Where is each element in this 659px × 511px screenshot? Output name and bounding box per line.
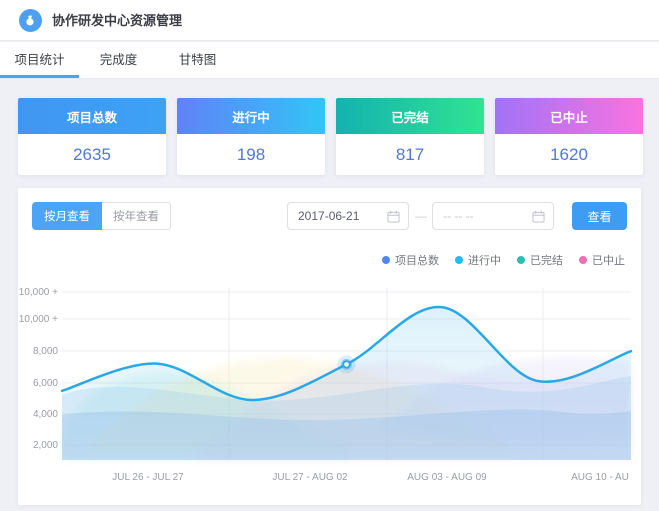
- stat-card-total: 项目总数 2635: [18, 98, 166, 175]
- stat-card-aborted-value: 1620: [550, 144, 588, 164]
- y-axis-tick: 2,000: [32, 440, 58, 451]
- stat-card-finished-header: 已完结: [336, 98, 484, 134]
- y-axis-tick: 4,000: [32, 409, 58, 420]
- stat-card-inprogress-value: 198: [236, 144, 266, 164]
- stat-card-inprogress: 进行中 198: [177, 98, 325, 175]
- view-button[interactable]: 查看: [572, 202, 627, 230]
- x-axis-tick: AUG 03 - AUG 09: [407, 472, 487, 483]
- stat-card-total-value: 2635: [73, 144, 111, 164]
- stat-card-finished-value: 817: [395, 144, 425, 164]
- highlighted-data-point[interactable]: [337, 355, 356, 374]
- stat-card-aborted: 已中止 1620: [495, 98, 643, 175]
- flask-icon: [26, 15, 34, 26]
- page-title: 协作研发中心资源管理: [52, 13, 183, 28]
- y-axis-tick: 8,000: [32, 346, 58, 357]
- legend-label: 已完结: [530, 255, 563, 267]
- stat-cards-row: 项目总数 2635 进行中 198 已完结 817 已中止 1620: [18, 98, 643, 175]
- date-from-input[interactable]: [298, 209, 387, 223]
- main-series-area: [62, 306, 631, 460]
- legend-item-total[interactable]: 项目总数: [382, 252, 439, 268]
- legend-item-aborted[interactable]: 已中止: [579, 252, 625, 268]
- date-from-field[interactable]: [287, 202, 409, 230]
- legend-dot-aborted: [579, 256, 587, 264]
- tab-completion[interactable]: 完成度: [99, 53, 138, 67]
- trend-line-chart[interactable]: [18, 280, 641, 480]
- chart-panel: 按月查看 按年查看 — 查看 项: [18, 188, 641, 505]
- calendar-icon: [532, 210, 545, 223]
- tab-gantt[interactable]: 甘特图: [178, 53, 217, 67]
- stat-card-aborted-header: 已中止: [495, 98, 643, 134]
- calendar-icon: [387, 210, 400, 223]
- x-axis-tick: JUL 27 - AUG 02: [272, 472, 348, 483]
- monthly-view-button[interactable]: 按月查看: [32, 202, 102, 230]
- x-axis-tick: JUL 26 - JUL 27: [112, 472, 184, 483]
- y-axis-tick: 10,000 +: [18, 287, 58, 298]
- yearly-view-button[interactable]: 按年查看: [102, 202, 171, 230]
- legend-item-finished[interactable]: 已完结: [517, 252, 563, 268]
- legend-label: 已中止: [592, 255, 625, 267]
- legend-item-inprogress[interactable]: 进行中: [455, 252, 501, 268]
- app-logo: [19, 9, 42, 32]
- stat-card-total-header: 项目总数: [18, 98, 166, 134]
- main-tabbar: 项目统计 完成度 甘特图: [0, 42, 659, 79]
- legend-dot-inprogress: [455, 256, 463, 264]
- legend-dot-finished: [517, 256, 525, 264]
- date-range-separator: —: [415, 209, 427, 223]
- legend-label: 项目总数: [395, 255, 439, 267]
- view-mode-toggle: 按月查看 按年查看: [32, 202, 171, 230]
- y-axis-tick: 10,000 +: [18, 314, 58, 325]
- chart-legend: 项目总数 进行中 已完结 已中止: [382, 252, 625, 268]
- stat-card-inprogress-header: 进行中: [177, 98, 325, 134]
- stat-card-finished: 已完结 817: [336, 98, 484, 175]
- y-axis-tick: 6,000: [32, 378, 58, 389]
- tab-project-stats[interactable]: 项目统计: [0, 42, 79, 78]
- x-axis-tick: AUG 10 - AU: [571, 472, 629, 483]
- date-to-input[interactable]: [443, 209, 532, 223]
- legend-dot-total: [382, 256, 390, 264]
- legend-label: 进行中: [468, 255, 501, 267]
- date-to-field[interactable]: [432, 202, 554, 230]
- app-header: 协作研发中心资源管理: [0, 0, 659, 41]
